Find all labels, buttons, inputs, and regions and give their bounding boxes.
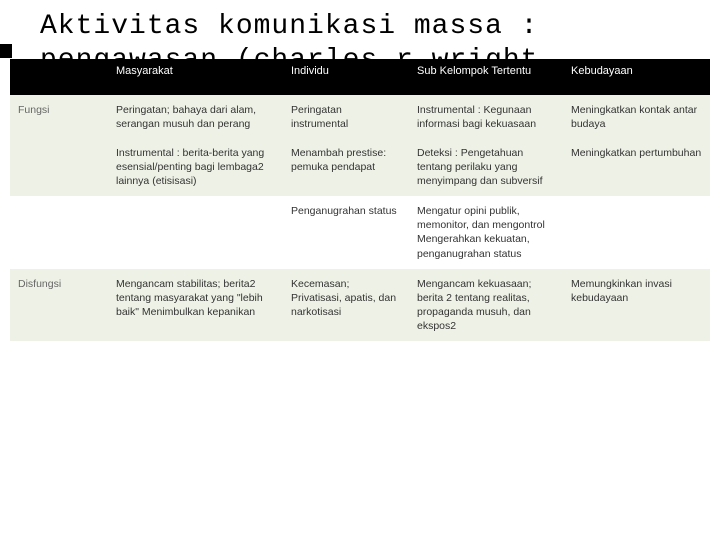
cell-blank (108, 196, 283, 269)
row-label-disfungsi: Disfungsi (10, 269, 108, 342)
title-line-1: Aktivitas komunikasi massa : (40, 11, 538, 42)
cell-disfungsi-subkelompok: Mengancam kekuasaan; berita 2 tentang re… (409, 269, 563, 342)
cell-fungsi-masyarakat: Peringatan; bahaya dari alam, serangan m… (108, 95, 283, 196)
row-label-fungsi: Fungsi (10, 95, 108, 196)
cell-text: Instrumental : Kegunaan informasi bagi k… (417, 103, 555, 131)
cell-blank (10, 196, 108, 269)
cell-text: Peringatan; bahaya dari alam, serangan m… (116, 103, 275, 131)
table-row: Disfungsi Mengancam stabilitas; berita2 … (10, 269, 710, 342)
table-row: Fungsi Peringatan; bahaya dari alam, ser… (10, 95, 710, 196)
cell-text: Peringatan instrumental (291, 103, 401, 131)
cell-fungsi-individu: Peringatan instrumental Menambah prestis… (283, 95, 409, 196)
comms-table: Masyarakat Individu Sub Kelompok Tertent… (10, 59, 710, 341)
cell-fungsi-individu-2: Penganugrahan status (283, 196, 409, 269)
cell-disfungsi-kebudayaan: Memungkinkan invasi kebudayaan (563, 269, 710, 342)
cell-text: Menambah prestise: pemuka pendapat (291, 146, 401, 174)
cell-disfungsi-masyarakat: Mengancam stabilitas; berita2 tentang ma… (108, 269, 283, 342)
header-kebudayaan: Kebudayaan (563, 59, 710, 95)
table-container: Masyarakat Individu Sub Kelompok Tertent… (0, 59, 720, 341)
cell-fungsi-subkelompok-2: Mengatur opini publik, memonitor, dan me… (409, 196, 563, 269)
cell-fungsi-subkelompok: Instrumental : Kegunaan informasi bagi k… (409, 95, 563, 196)
accent-bar (0, 44, 12, 58)
table-row: Penganugrahan status Mengatur opini publ… (10, 196, 710, 269)
cell-text: Deteksi : Pengetahuan tentang perilaku y… (417, 146, 555, 189)
cell-text: Meningkatkan kontak antar budaya (571, 103, 702, 131)
cell-text: Instrumental : berita-berita yang esensi… (116, 146, 275, 189)
cell-disfungsi-individu: Kecemasan; Privatisasi, apatis, dan nark… (283, 269, 409, 342)
cell-blank (563, 196, 710, 269)
cell-fungsi-kebudayaan: Meningkatkan kontak antar budaya Meningk… (563, 95, 710, 196)
cell-text: Meningkatkan pertumbuhan (571, 146, 702, 160)
